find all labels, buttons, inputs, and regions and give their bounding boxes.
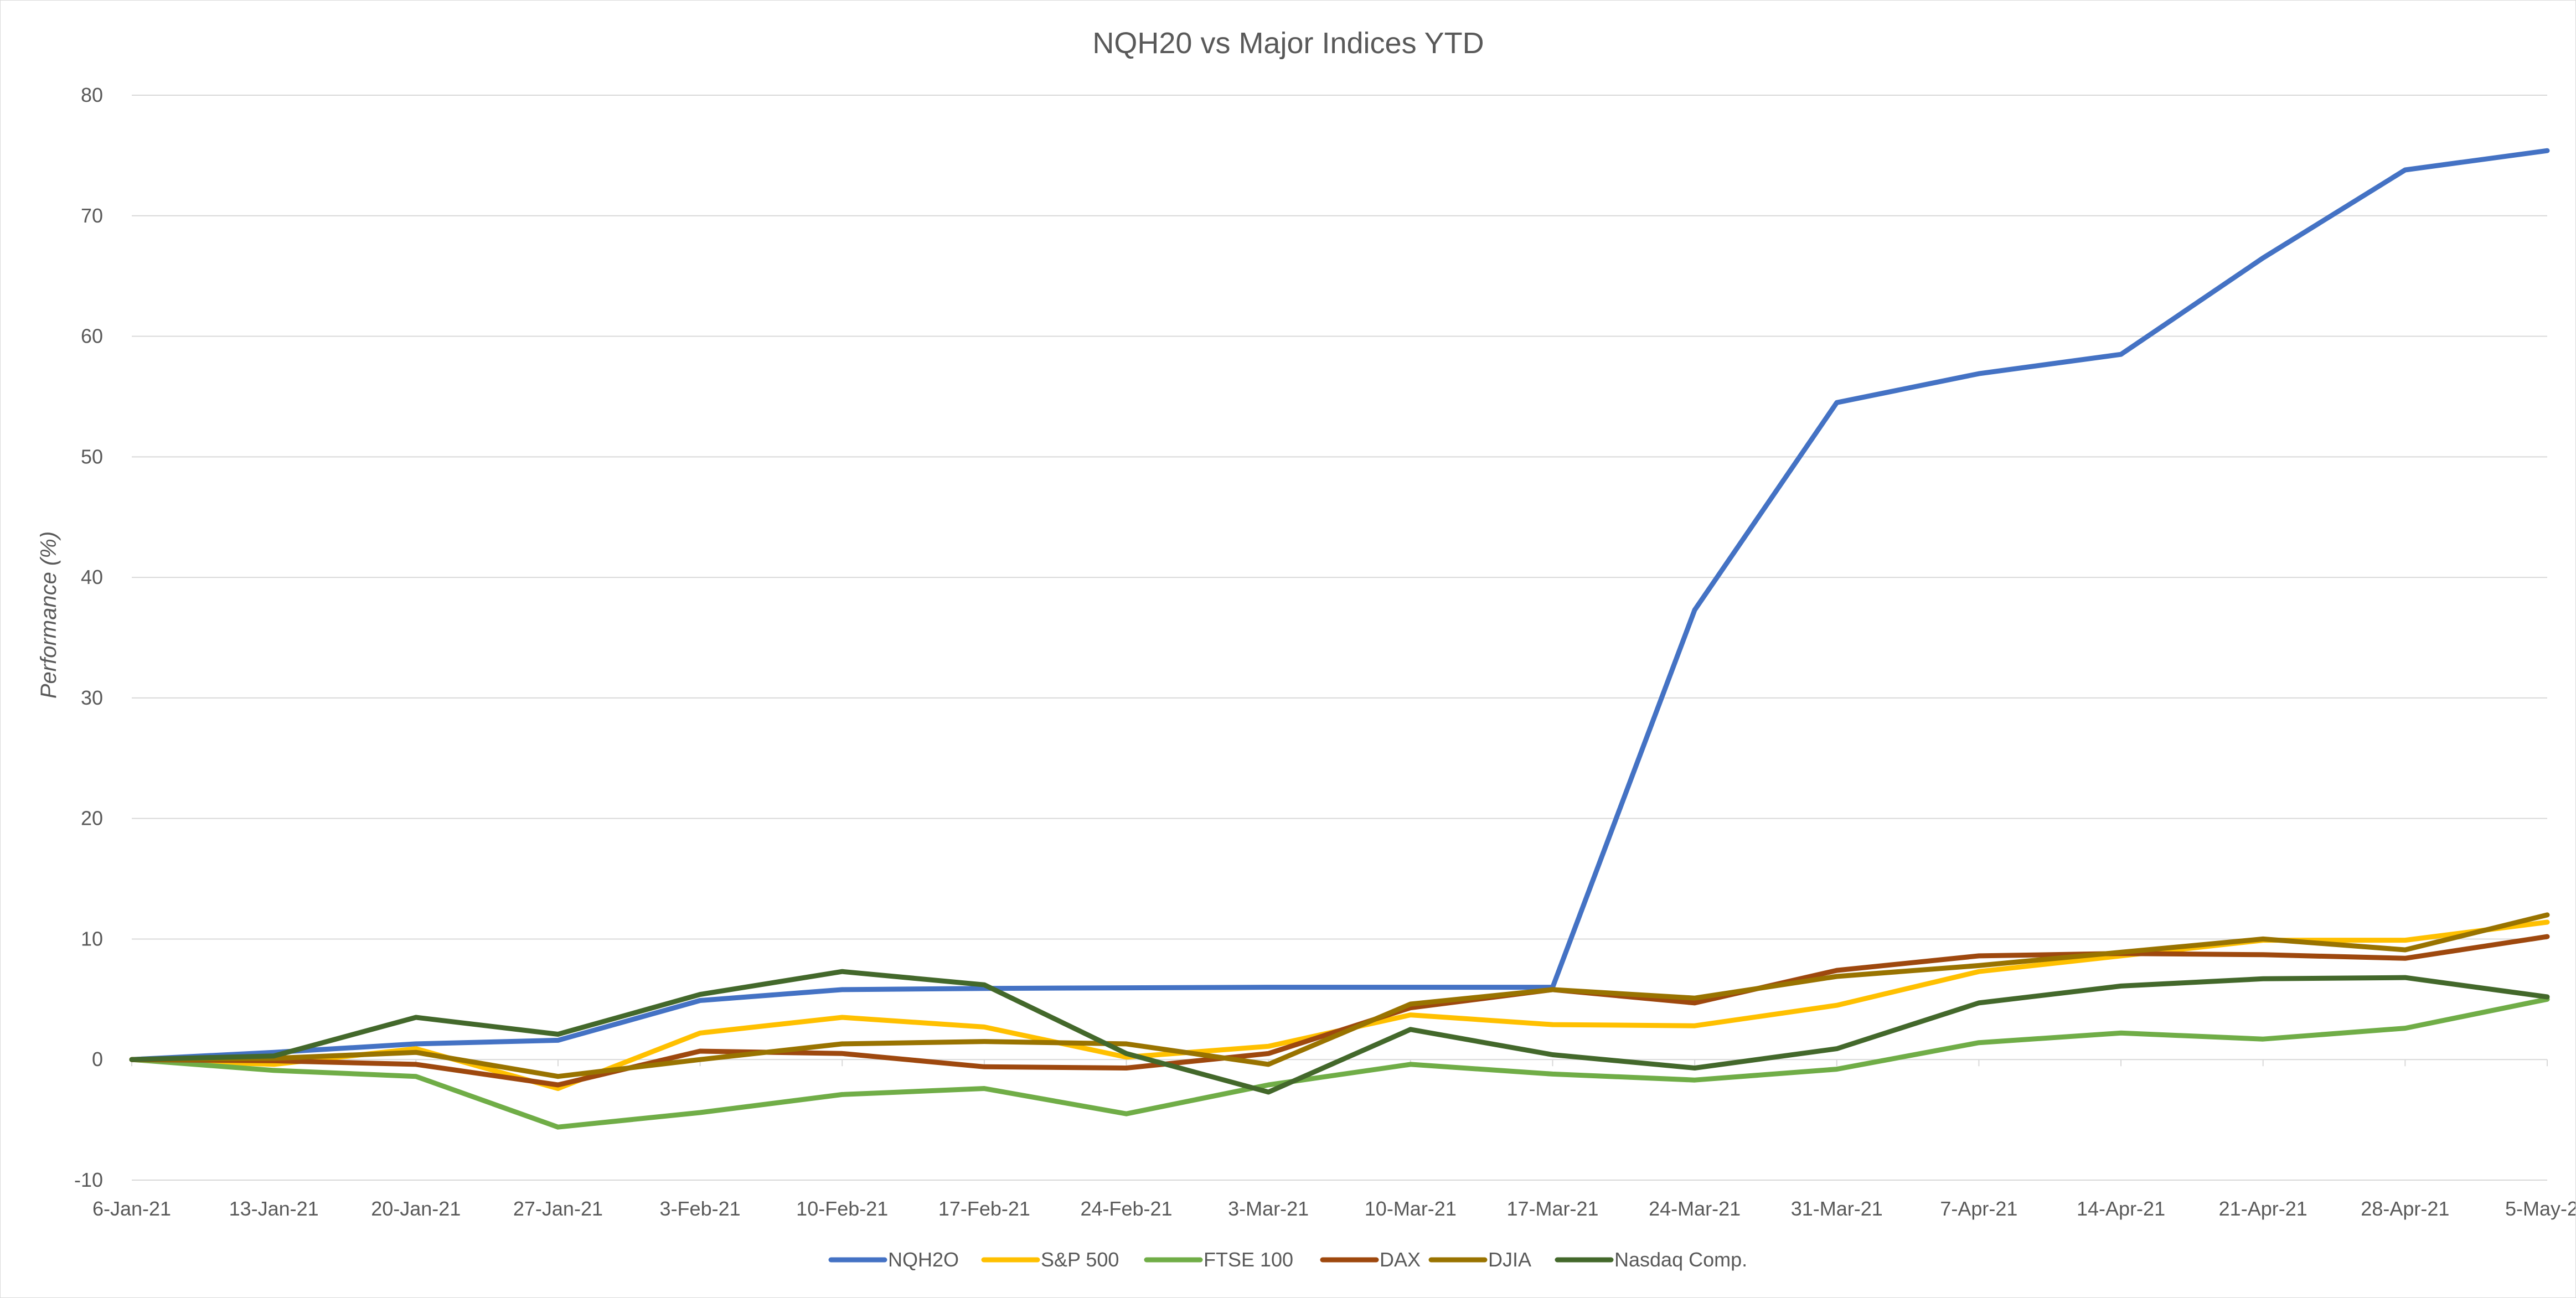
legend-label-djia: DJIA [1488,1248,1531,1271]
series-line-nqh2o [129,148,2550,1062]
x-tick-label: 5-May-21 [2505,1197,2575,1220]
series-lines [129,148,2550,1130]
legend-label-s-p-500: S&P 500 [1041,1248,1119,1271]
x-tick-label: 3-Mar-21 [1228,1197,1309,1220]
series-line-djia [129,912,2550,1079]
y-axis-label: Performance (%) [37,531,61,699]
legend-label-dax: DAX [1380,1248,1421,1271]
x-axis-ticks: 6-Jan-21 13-Jan-21 20-Jan-21 27-Jan-21 3-Feb… [92,1059,2575,1220]
chart-title: NQH20 vs Major Indices YTD [1092,27,1484,60]
y-tick-label: 60 [81,325,103,348]
x-tick-label: 20-Jan-21 [371,1197,461,1220]
x-tick-label: 10-Mar-21 [1365,1197,1457,1220]
series-line-dax [129,934,2550,1088]
x-tick-label: 17-Feb-21 [938,1197,1030,1220]
legend-label-nqh2o: NQH2O [888,1248,959,1271]
y-tick-label: 70 [81,204,103,227]
legend-label-nasdaq-comp: Nasdaq Comp. [1614,1248,1747,1271]
x-tick-label: 31-Mar-21 [1791,1197,1883,1220]
x-tick-label: 17-Mar-21 [1506,1197,1598,1220]
x-tick-label: 6-Jan-21 [92,1197,171,1220]
y-tick-label: -10 [74,1168,103,1191]
x-tick-label: 13-Jan-21 [229,1197,319,1220]
x-tick-label: 28-Apr-21 [2361,1197,2449,1220]
legend: NQH2O S&P 500 FTSE 100 DAX DJIA Nasdaq Comp. [828,1248,1747,1271]
series-line-ftse-100 [129,996,2550,1130]
x-tick-label: 14-Apr-21 [2077,1197,2165,1220]
y-axis-ticks: -10 0 10 20 30 40 50 60 70 80 [74,84,103,1191]
y-tick-label: 50 [81,445,103,468]
y-tick-label: 80 [81,84,103,106]
x-tick-label: 7-Apr-21 [1940,1197,2017,1220]
x-tick-label: 27-Jan-21 [513,1197,603,1220]
gridlines [132,95,2547,1181]
y-tick-label: 40 [81,566,103,588]
x-tick-label: 24-Feb-21 [1080,1197,1172,1220]
y-tick-label: 20 [81,807,103,830]
y-tick-label: 10 [81,927,103,950]
x-tick-label: 3-Feb-21 [660,1197,741,1220]
y-tick-label: 30 [81,686,103,709]
y-tick-label: 0 [92,1048,103,1071]
x-tick-label: 10-Feb-21 [796,1197,888,1220]
legend-label-ftse-100: FTSE 100 [1204,1248,1293,1271]
series-line-nasdaq-comp [129,969,2550,1095]
x-tick-label: 24-Mar-21 [1649,1197,1741,1220]
x-tick-label: 21-Apr-21 [2219,1197,2307,1220]
